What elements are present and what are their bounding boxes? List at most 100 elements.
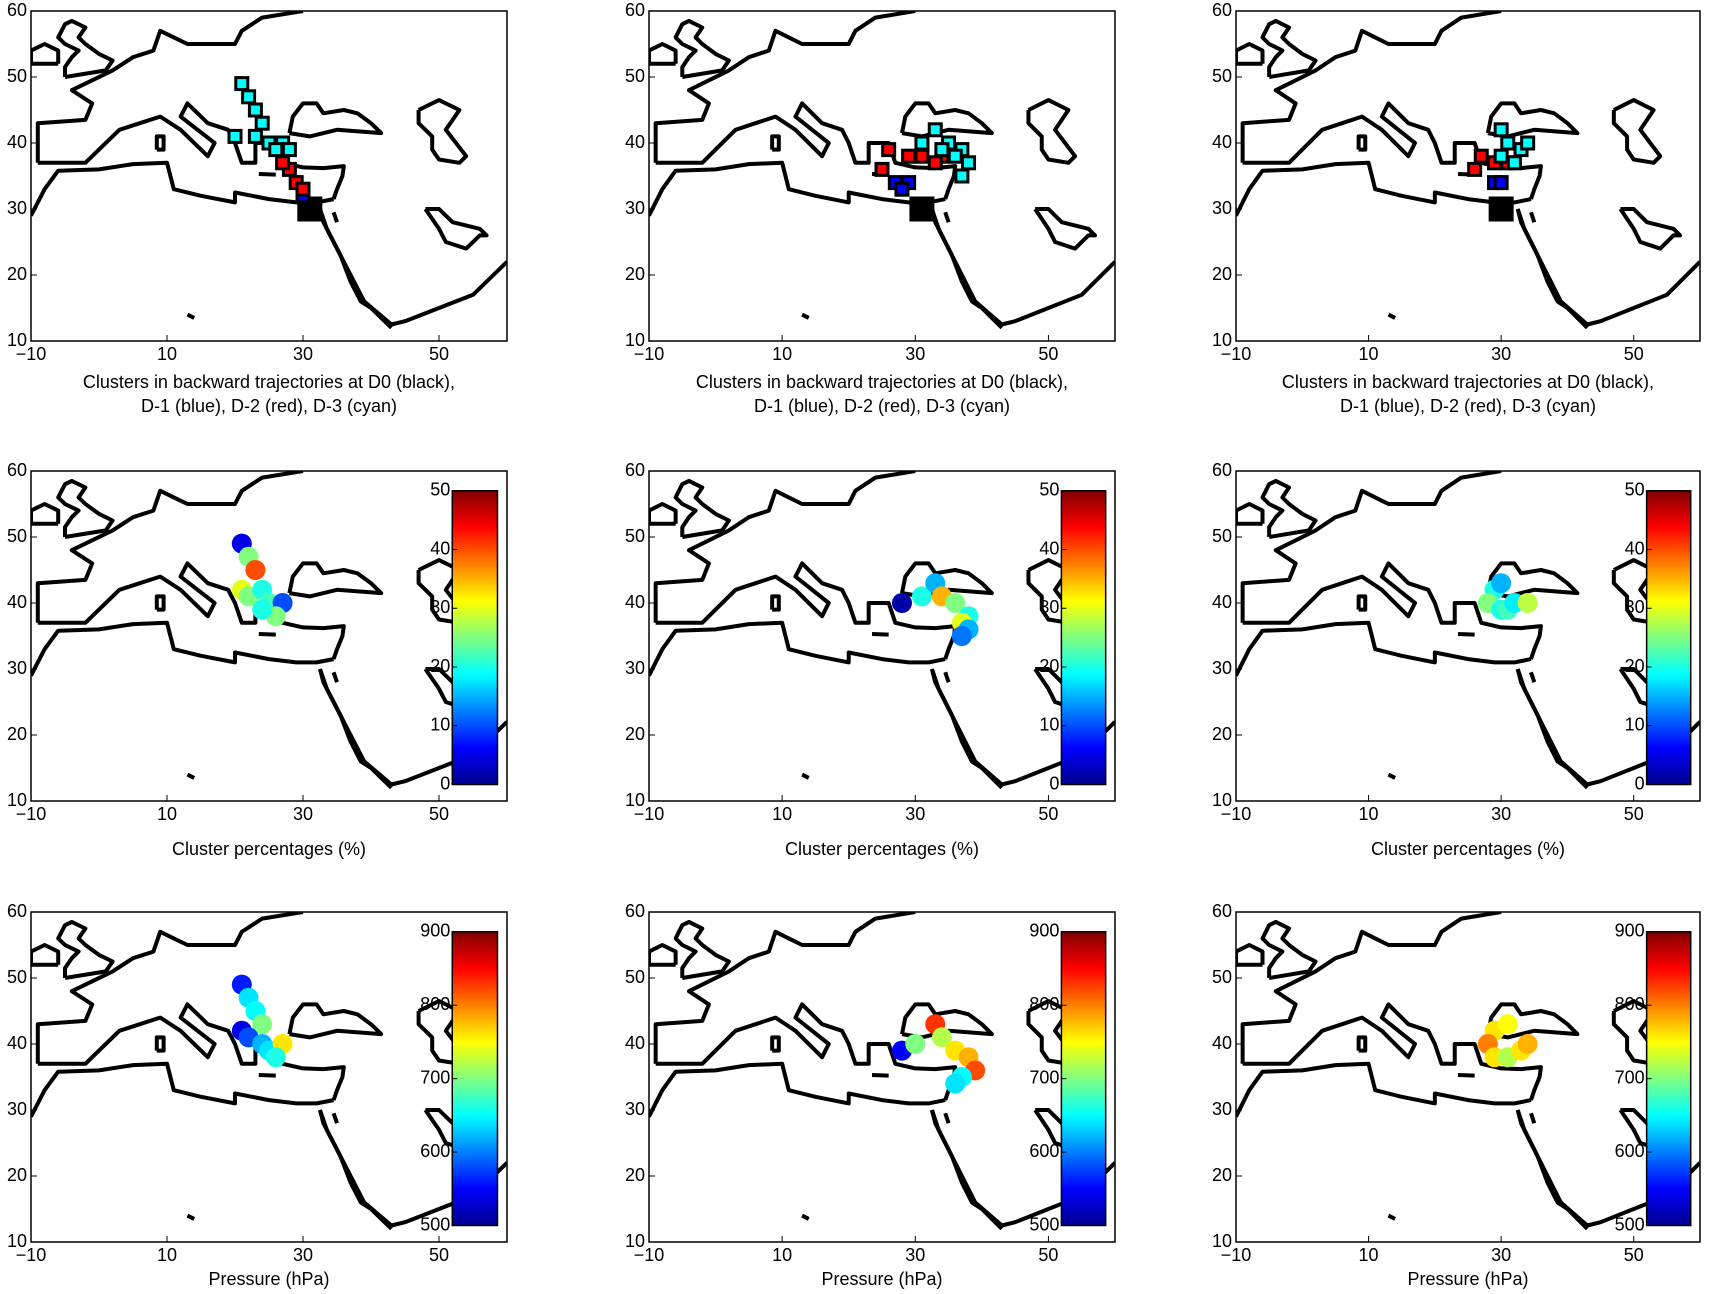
marker [1520, 135, 1536, 151]
coastline [37, 561, 346, 660]
marker [1488, 196, 1514, 222]
colorbar-tick-label: 40 [1625, 538, 1645, 558]
y-tick-label: 50 [1212, 967, 1232, 987]
colorbar-tick-label: 50 [430, 480, 450, 500]
coastline [287, 561, 384, 599]
marker [894, 181, 910, 197]
y-tick-label: 40 [625, 1033, 645, 1053]
x-axis-label: D-1 (blue), D-2 (red), D-3 (cyan) [754, 396, 1010, 416]
colorbar-tick-label: 30 [1039, 597, 1059, 617]
y-tick-label: 30 [625, 658, 645, 678]
coastline [1242, 561, 1543, 660]
coastline [1026, 98, 1078, 165]
coastline [31, 502, 61, 526]
colorbar-tick-label: 700 [1029, 1067, 1059, 1087]
y-tick-label: 60 [625, 460, 645, 480]
y-tick-label: 20 [7, 724, 27, 744]
coastline [649, 502, 678, 526]
y-tick-label: 10 [625, 1231, 645, 1251]
coastline [186, 1213, 196, 1221]
coastline [258, 1073, 276, 1078]
plot-area [1236, 11, 1700, 330]
coastline [1529, 671, 1537, 683]
x-tick-label: 50 [429, 344, 449, 364]
x-tick-label: −10 [16, 344, 47, 364]
x-tick-label: 50 [429, 1245, 449, 1265]
coastline [423, 207, 489, 251]
coastline [31, 42, 61, 66]
marker [1491, 573, 1512, 594]
coastline [186, 772, 196, 780]
y-tick-label: 50 [625, 526, 645, 546]
coastline [1236, 160, 1532, 217]
plot-area [649, 471, 1115, 790]
coastline [1356, 1035, 1368, 1053]
colorbar-tick-label: 900 [420, 921, 450, 941]
coastline [649, 160, 946, 217]
y-tick-label: 30 [7, 198, 27, 218]
axes-frame [648, 911, 1116, 1243]
marker [1493, 122, 1509, 138]
marker [951, 626, 972, 646]
coastline [801, 1213, 810, 1221]
y-tick-label: 60 [1212, 901, 1232, 921]
y-tick-label: 20 [1212, 264, 1232, 284]
colorbar [451, 931, 499, 1227]
marker [947, 148, 963, 164]
y-tick-label: 50 [1212, 526, 1232, 546]
y-tick-label: 30 [1212, 198, 1232, 218]
colorbar [1060, 490, 1107, 786]
marker [1493, 175, 1509, 191]
coastline [655, 561, 958, 660]
y-tick-label: 40 [7, 592, 27, 612]
marker [874, 161, 890, 177]
colorbar-tick-label: 0 [1049, 773, 1059, 793]
x-tick-label: −10 [1221, 344, 1252, 364]
y-tick-label: 40 [625, 132, 645, 152]
plot-area [1236, 471, 1700, 790]
coastline [1242, 1002, 1543, 1101]
coastline [56, 919, 115, 980]
marker [891, 593, 912, 613]
y-tick-label: 20 [1212, 724, 1232, 744]
coastline [673, 919, 731, 980]
coastline [930, 1109, 1004, 1231]
marker [901, 148, 917, 164]
coastline [653, 11, 916, 163]
marker [905, 1034, 926, 1054]
x-axis-label: Cluster percentages (%) [785, 839, 979, 859]
y-tick-label: 40 [7, 132, 27, 152]
marker [275, 155, 291, 171]
coastline [900, 101, 994, 139]
coastline [770, 1035, 781, 1053]
coastline [318, 208, 507, 327]
marker [927, 155, 943, 171]
coastline [929, 208, 1115, 327]
marker [268, 142, 284, 158]
marker [265, 1047, 286, 1068]
coastline [1356, 594, 1368, 612]
x-tick-label: 50 [1038, 1245, 1058, 1265]
y-tick-label: 40 [1212, 592, 1232, 612]
x-tick-label: 10 [772, 1245, 792, 1265]
coastline [1387, 1213, 1396, 1221]
colorbar-tick-label: 900 [1029, 921, 1059, 941]
axes-frame [1235, 911, 1701, 1243]
coastline [1515, 208, 1589, 330]
y-tick-label: 20 [625, 1165, 645, 1185]
y-tick-label: 30 [625, 1099, 645, 1119]
x-tick-label: −10 [16, 804, 47, 824]
colorbar-tick-label: 900 [1615, 921, 1645, 941]
coastline [1240, 471, 1502, 623]
coastline [1236, 502, 1265, 526]
coastline [1236, 943, 1265, 967]
y-tick-label: 10 [7, 790, 27, 810]
coastline [1240, 11, 1502, 163]
y-tick-label: 10 [625, 330, 645, 350]
coastline [930, 208, 1004, 330]
colorbar [1060, 931, 1107, 1227]
marker [234, 76, 250, 92]
y-tick-label: 60 [7, 460, 27, 480]
